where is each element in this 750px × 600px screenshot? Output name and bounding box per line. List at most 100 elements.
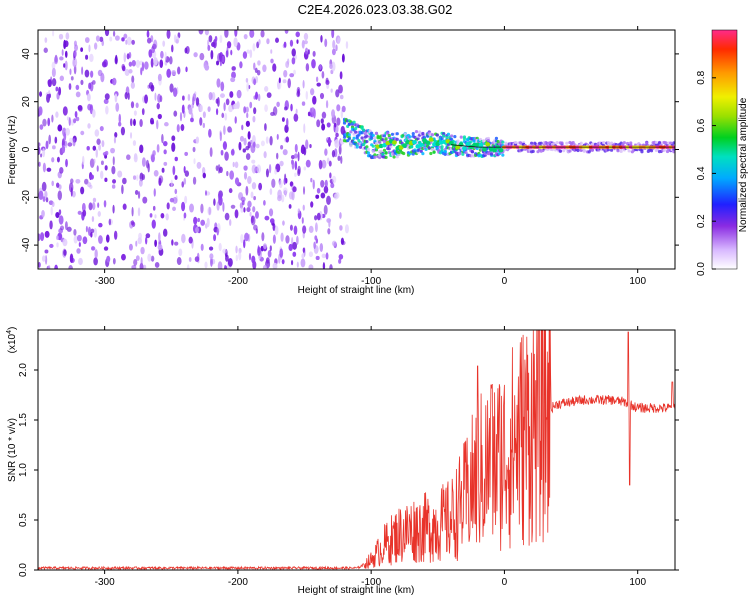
spectrogram-noise-cell xyxy=(210,50,214,60)
spectrogram-noise-cell xyxy=(332,39,336,50)
spectrogram-noise-cell xyxy=(338,254,344,260)
spectrogram-signal-cell xyxy=(565,141,569,145)
spectrogram-signal-cell xyxy=(443,152,447,156)
spectrogram-signal-cell xyxy=(389,145,393,149)
spectrogram-noise-cell xyxy=(175,36,180,44)
spectrogram-noise-cell xyxy=(331,30,335,39)
spectrogram-noise-cell xyxy=(292,251,297,257)
spectrogram-noise-cell xyxy=(265,136,269,144)
snr-x-tick-label: -200 xyxy=(228,577,248,588)
spectrogram-noise-cell xyxy=(281,259,285,265)
spectrogram-noise-cell xyxy=(211,92,216,101)
spectrogram-signal-cell xyxy=(410,145,414,149)
spectrogram-noise-cell xyxy=(122,177,127,185)
spectrogram-noise-cell xyxy=(100,160,104,166)
spectrogram-signal-cell xyxy=(440,145,444,149)
spectrogram-noise-cell xyxy=(305,139,309,150)
spectrogram-noise-cell xyxy=(331,109,336,118)
spectrogram-noise-cell xyxy=(117,170,123,178)
spectrogram-noise-cell xyxy=(172,165,176,176)
spectrogram-y-tick-label: -40 xyxy=(21,237,32,252)
spectrogram-noise-cell xyxy=(238,250,242,261)
spectrogram-signal-cell xyxy=(416,136,420,141)
spectrogram-noise-cell xyxy=(208,246,214,251)
spectrogram-noise-cell xyxy=(104,93,110,100)
spectrogram-noise-cell xyxy=(222,248,227,254)
spectrogram-noise-cell xyxy=(73,229,77,236)
spectrogram-noise-cell xyxy=(216,60,220,66)
spectrogram-noise-cell xyxy=(239,135,245,142)
colorbar-tick-label: 0.6 xyxy=(696,118,707,132)
spectrogram-noise-cell xyxy=(139,60,143,66)
spectrogram-noise-cell xyxy=(140,67,143,76)
spectrogram-noise-cell xyxy=(50,206,53,216)
spectrogram-signal-cell xyxy=(568,149,572,153)
spectrogram-noise-cell xyxy=(68,117,71,126)
spectrogram-noise-cell xyxy=(320,118,324,124)
spectrogram-signal-cell xyxy=(443,149,447,154)
spectrogram-noise-cell xyxy=(285,235,290,244)
spectrogram-noise-cell xyxy=(88,44,91,53)
spectrogram-noise-cell xyxy=(93,227,98,238)
spectrogram-noise-cell xyxy=(269,188,273,195)
spectrogram-noise-cell xyxy=(54,264,58,269)
spectrogram-noise-cell xyxy=(156,143,160,153)
colorbar-ticks: 0.0 0.2 0.4 0.6 0.8 xyxy=(696,70,716,276)
colorbar-tick-label: 0.0 xyxy=(696,262,707,276)
spectrogram-noise-cell xyxy=(235,245,238,254)
spectrogram-signal-cell xyxy=(354,130,358,134)
spectrogram-noise-cell xyxy=(242,148,246,153)
spectrogram-noise-cell xyxy=(153,57,158,66)
spectrogram-noise-cell xyxy=(98,222,103,228)
spectrogram-noise-cell xyxy=(145,233,151,239)
spectrogram-noise-cell xyxy=(319,243,324,252)
spectrogram-noise-cell xyxy=(262,243,267,250)
spectrogram-noise-cell xyxy=(131,75,135,84)
spectrogram-noise-cell xyxy=(137,191,141,199)
spectrogram-noise-cell xyxy=(38,142,41,147)
spectrogram-noise-cell xyxy=(135,102,139,109)
spectrogram-noise-cell xyxy=(326,195,331,206)
spectrogram-noise-cell xyxy=(225,98,230,106)
spectrogram-signal-cell xyxy=(421,152,425,156)
spectrogram-noise-cell xyxy=(121,253,126,261)
spectrogram-noise-cell xyxy=(224,151,229,161)
spectrogram-noise-cell xyxy=(223,102,226,112)
spectrogram-noise-cell xyxy=(109,36,113,42)
spectrogram-noise-cell xyxy=(114,93,118,103)
spectrogram-noise-cell xyxy=(230,204,236,209)
spectrogram-noise-cell xyxy=(318,159,323,170)
spectrogram-noise-cell xyxy=(193,52,198,58)
spectrogram-noise-cell xyxy=(46,167,52,172)
spectrogram-signal-cell xyxy=(482,139,486,143)
spectrogram-signal-cell xyxy=(432,150,436,154)
snr-x-tick-label: -100 xyxy=(361,577,381,588)
spectrogram-noise-cell xyxy=(316,82,321,87)
spectrogram-noise-cell xyxy=(68,83,72,91)
spectrogram-signal-cell xyxy=(475,146,479,151)
spectrogram-noise-cell xyxy=(162,40,166,47)
spectrogram-signal-cell xyxy=(366,151,371,155)
spectrogram-noise-cell xyxy=(245,120,250,127)
spectrogram-noise-cell xyxy=(279,248,284,258)
spectrogram-noise-cell xyxy=(246,49,250,54)
spectrogram-noise-cell xyxy=(180,124,185,132)
spectrogram-noise-cell xyxy=(56,242,59,248)
spectrogram-noise-cell xyxy=(293,69,296,75)
spectrogram-noise-cell xyxy=(145,159,150,169)
spectrogram-noise-cell xyxy=(181,233,186,244)
spectrogram-signal-cell xyxy=(664,141,668,145)
spectrogram-noise-cell xyxy=(153,170,159,177)
svg-text:(x104): (x104) xyxy=(6,327,18,354)
spectrogram-noise-cell xyxy=(243,34,248,40)
spectrogram-signal-cell xyxy=(619,149,623,153)
spectrogram-signal-cell xyxy=(520,148,524,152)
spectrogram-noise-cell xyxy=(302,204,305,211)
spectrogram-noise-cell xyxy=(42,196,46,202)
spectrogram-noise-cell xyxy=(314,222,318,233)
spectrogram-peak-cell xyxy=(398,145,404,150)
spectrogram-noise-cell xyxy=(172,87,178,97)
spectrogram-signal-cell xyxy=(435,133,439,137)
spectrogram-noise-cell xyxy=(200,203,204,214)
spectrogram-signal-cell xyxy=(384,137,388,141)
